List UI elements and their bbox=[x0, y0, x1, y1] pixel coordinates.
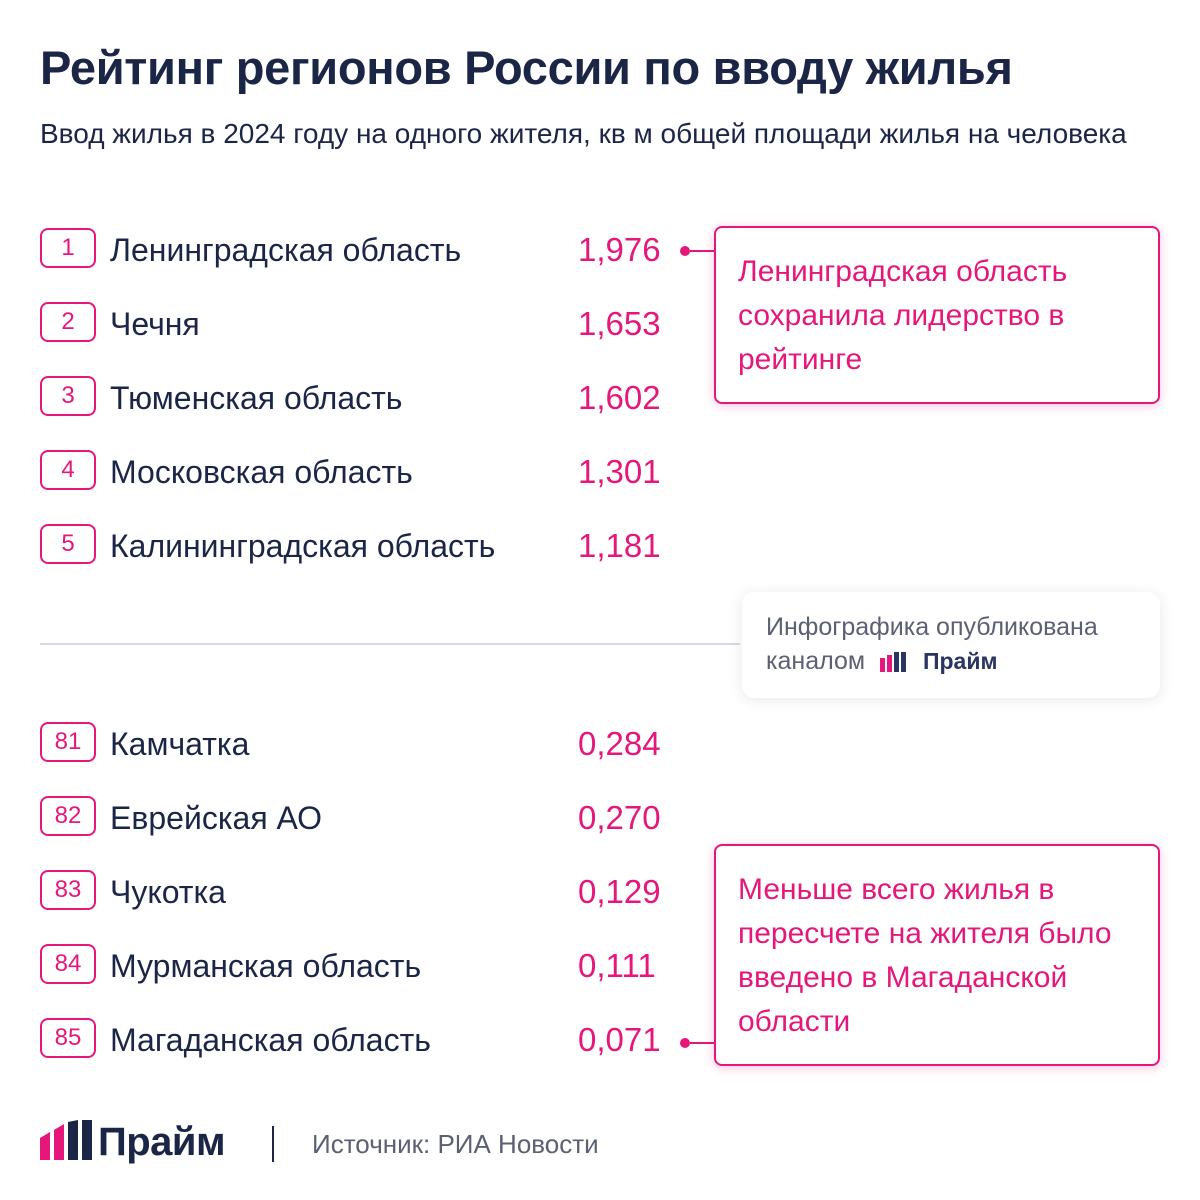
value-label: 1,653 bbox=[578, 305, 661, 342]
value-label: 1,301 bbox=[578, 453, 661, 490]
page-subtitle: Ввод жилья в 2024 году на одного жителя,… bbox=[40, 118, 1127, 149]
section-divider bbox=[40, 643, 740, 645]
value-label: 0,270 bbox=[578, 799, 661, 836]
rank-badge: 3 bbox=[40, 376, 96, 416]
callout-top: Ленинградская область сохранила лидерств… bbox=[714, 226, 1160, 404]
source-label: Источник: РИА Новости bbox=[312, 1129, 599, 1159]
region-name: Тюменская область bbox=[110, 380, 403, 416]
rank-badge: 83 bbox=[40, 870, 96, 910]
callout-dot bbox=[680, 246, 690, 256]
rank-badge: 85 bbox=[40, 1018, 96, 1058]
footer-separator bbox=[272, 1126, 274, 1162]
table-row: 83 Чукотка 0,129 bbox=[40, 870, 680, 914]
region-name: Чечня bbox=[110, 306, 200, 342]
region-name: Мурманская область bbox=[110, 948, 422, 984]
rank-badge: 84 bbox=[40, 944, 96, 984]
region-name: Чукотка bbox=[110, 874, 226, 910]
published-card: Инфографика опубликована каналом Прайм bbox=[742, 592, 1160, 698]
prime-logo-icon bbox=[40, 1120, 92, 1160]
published-line1: Инфографика опубликована bbox=[766, 613, 1098, 641]
table-row: 3 Тюменская область 1,602 bbox=[40, 376, 680, 420]
callout-bottom: Меньше всего жилья в пересчете на жителя… bbox=[714, 844, 1160, 1066]
rank-badge: 82 bbox=[40, 796, 96, 836]
value-label: 1,976 bbox=[578, 231, 661, 268]
region-name: Камчатка bbox=[110, 726, 250, 762]
table-row: 4 Московская область 1,301 bbox=[40, 450, 680, 494]
callout-connector bbox=[690, 250, 716, 252]
rank-badge: 2 bbox=[40, 302, 96, 342]
footer: Прайм Источник: РИА Новости bbox=[40, 1118, 740, 1168]
rank-badge: 81 bbox=[40, 722, 96, 762]
published-brand: Прайм bbox=[922, 648, 998, 674]
callout-connector bbox=[690, 1042, 716, 1044]
table-row: 82 Еврейская АО 0,270 bbox=[40, 796, 680, 840]
region-name: Калининградская область bbox=[110, 528, 496, 564]
value-label: 0,111 bbox=[578, 947, 656, 984]
rank-badge: 1 bbox=[40, 228, 96, 268]
value-label: 1,602 bbox=[578, 379, 661, 416]
table-row: 85 Магаданская область 0,071 bbox=[40, 1018, 680, 1062]
table-row: 81 Камчатка 0,284 bbox=[40, 722, 680, 766]
region-name: Московская область bbox=[110, 454, 413, 490]
value-label: 0,129 bbox=[578, 873, 661, 910]
published-line2: каналом bbox=[766, 647, 866, 675]
rank-badge: 5 bbox=[40, 524, 96, 564]
region-name: Ленинградская область bbox=[110, 232, 462, 268]
table-row: 5 Калининградская область 1,181 bbox=[40, 524, 680, 568]
rank-badge: 4 bbox=[40, 450, 96, 490]
table-row: 1 Ленинградская область 1,976 bbox=[40, 228, 680, 272]
callout-dot bbox=[680, 1038, 690, 1048]
footer-brand: Прайм bbox=[98, 1120, 226, 1164]
region-name: Магаданская область bbox=[110, 1022, 431, 1058]
table-row: 2 Чечня 1,653 bbox=[40, 302, 680, 346]
value-label: 1,181 bbox=[578, 527, 661, 564]
prime-logo-icon bbox=[880, 652, 907, 672]
value-label: 0,071 bbox=[578, 1021, 661, 1058]
table-row: 84 Мурманская область 0,111 bbox=[40, 944, 680, 988]
published-line2-wrap: каналом Прайм bbox=[766, 644, 1136, 678]
page-title: Рейтинг регионов России по вводу жилья bbox=[40, 41, 1013, 94]
value-label: 0,284 bbox=[578, 725, 661, 762]
region-name: Еврейская АО bbox=[110, 800, 323, 836]
